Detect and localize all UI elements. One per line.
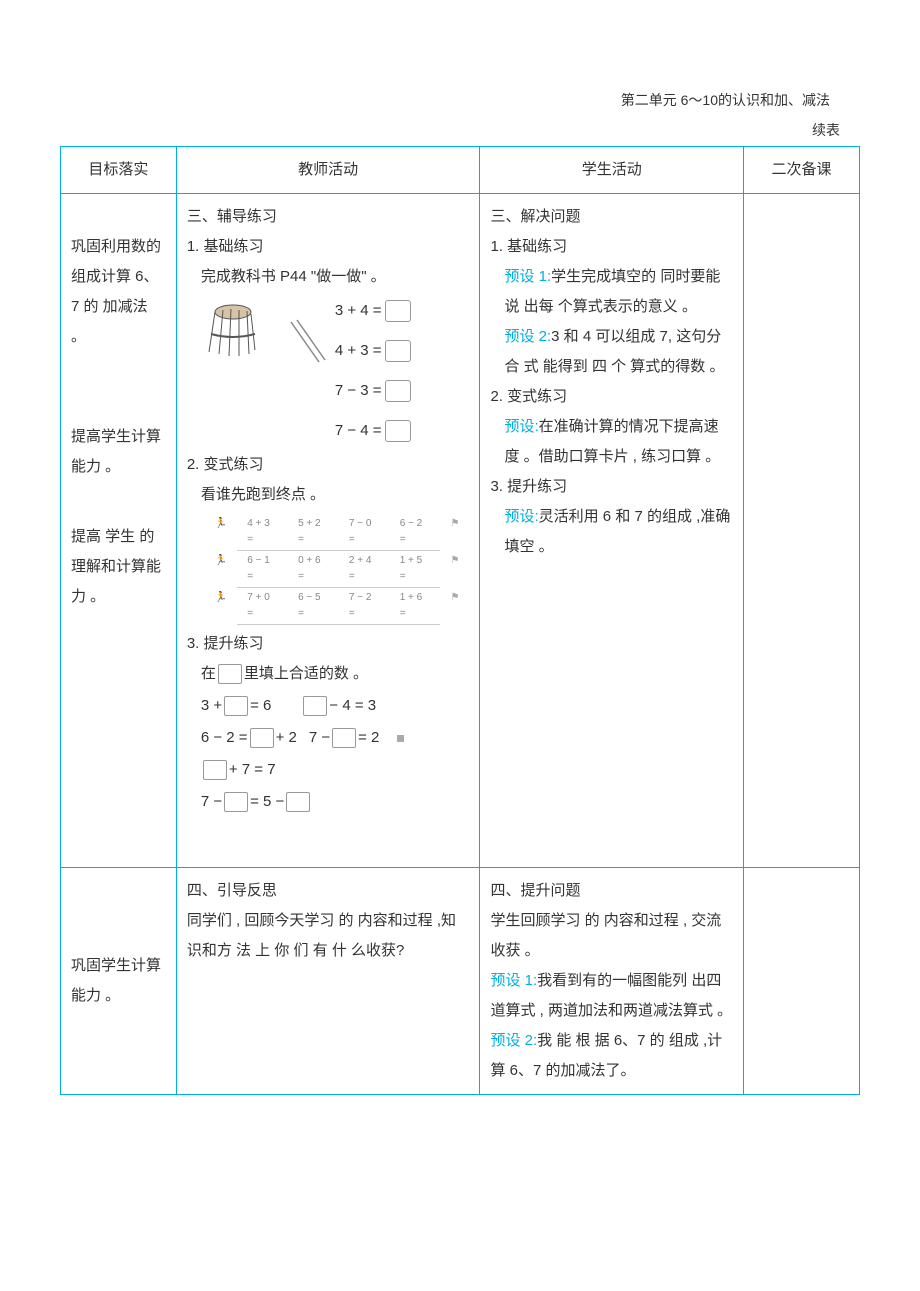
preset-label: 预设: <box>504 508 538 525</box>
race-cell: 6 − 2 = <box>390 514 441 551</box>
race-cell: 5 + 2 = <box>288 514 339 551</box>
subsection-title: 1. 基础练习 <box>187 232 470 262</box>
preset-text: 预设 2:我 能 根 据 6、7 的 组成 ,计算 6、7 的加减法了。 <box>490 1026 733 1086</box>
runner-icon: 🏃 <box>205 514 237 551</box>
table-row: 巩固利用数的组成计算 6、7 的 加减法 。 提高学生计算能力 。 提高 学生 … <box>61 194 860 868</box>
race-cell: 7 + 0 = <box>237 588 288 625</box>
preset-text: 预设 1:学生完成填空的 同时要能说 出每 个算式表示的意义 。 <box>504 262 733 322</box>
flag-icon: ⚑ <box>440 514 469 551</box>
header-notes: 二次备课 <box>744 147 860 194</box>
subsection-title: 2. 变式练习 <box>490 382 733 412</box>
blank-box <box>385 340 411 362</box>
notes-cell <box>744 194 860 868</box>
goal-text: 提高学生计算能力 。 <box>71 422 166 482</box>
equation: 4 + 3 = <box>335 336 414 366</box>
text: 同学们 , 回顾今天学习 的 内容和过程 ,知识和方 法 上 你 们 有 什 么… <box>187 906 470 966</box>
flag-icon: ⚑ <box>440 551 469 588</box>
goal-text: 提高 学生 的理解和计算能力 。 <box>71 522 166 612</box>
notes-cell <box>744 868 860 1095</box>
teacher-cell: 四、引导反思 同学们 , 回顾今天学习 的 内容和过程 ,知识和方 法 上 你 … <box>176 868 480 1095</box>
blank-box <box>385 300 411 322</box>
preset-label: 预设 1: <box>504 268 551 285</box>
fill-equation: 6 − 2 =+ 2 7 −= 2 <box>201 723 470 753</box>
race-cell: 2 + 4 = <box>339 551 390 588</box>
subsection-title: 2. 变式练习 <box>187 450 470 480</box>
blank-box <box>332 728 356 748</box>
race-cell: 6 − 1 = <box>237 551 288 588</box>
section-title: 四、提升问题 <box>490 876 733 906</box>
section-title: 三、辅导练习 <box>187 202 470 232</box>
section-title: 四、引导反思 <box>187 876 470 906</box>
equation: 7 − 4 = <box>335 416 414 446</box>
text: 在里填上合适的数 。 <box>201 659 470 689</box>
preset-label: 预设 2: <box>490 1032 537 1049</box>
race-cell: 7 − 2 = <box>339 588 390 625</box>
race-cell: 0 + 6 = <box>288 551 339 588</box>
header-student: 学生活动 <box>480 147 744 194</box>
equation: 3 + 4 = <box>335 296 414 326</box>
lesson-table: 目标落实 教师活动 学生活动 二次备课 巩固利用数的组成计算 6、7 的 加减法… <box>60 146 860 1095</box>
blank-box <box>224 792 248 812</box>
preset-text: 预设 2:3 和 4 可以组成 7, 这句分 合 式 能得到 四 个 算式的得数… <box>504 322 733 382</box>
race-cell: 4 + 3 = <box>237 514 288 551</box>
race-cell: 6 − 5 = <box>288 588 339 625</box>
runner-icon: 🏃 <box>205 588 237 625</box>
student-cell: 三、解决问题 1. 基础练习 预设 1:学生完成填空的 同时要能说 出每 个算式… <box>480 194 744 868</box>
preset-text: 预设:在准确计算的情况下提高速度 。借助口算卡片 , 练习口算 。 <box>504 412 733 472</box>
goal-cell: 巩固利用数的组成计算 6、7 的 加减法 。 提高学生计算能力 。 提高 学生 … <box>61 194 177 868</box>
sticks-illustration <box>205 296 335 391</box>
student-cell: 四、提升问题 学生回顾学习 的 内容和过程 , 交流收获 。 预设 1:我看到有… <box>480 868 744 1095</box>
blank-box <box>250 728 274 748</box>
fill-equation: + 7 = 7 <box>201 755 470 785</box>
subsection-title: 3. 提升练习 <box>187 629 470 659</box>
blank-box <box>218 664 242 684</box>
runner-icon: 🏃 <box>205 551 237 588</box>
text: 看谁先跑到终点 。 <box>201 480 470 510</box>
continuation-label: 续表 <box>60 120 860 140</box>
header-teacher: 教师活动 <box>176 147 480 194</box>
preset-label: 预设 1: <box>490 972 537 989</box>
unit-header: 第二单元 6～10的认识和加、减法 <box>60 90 860 110</box>
equation: 7 − 3 = <box>335 376 414 406</box>
blank-box <box>303 696 327 716</box>
flag-icon: ⚑ <box>440 588 469 625</box>
teacher-cell: 三、辅导练习 1. 基础练习 完成教科书 P44 "做一做" 。 <box>176 194 480 868</box>
blank-box <box>286 792 310 812</box>
preset-label: 预设 2: <box>504 328 551 345</box>
race-cell: 1 + 5 = <box>390 551 441 588</box>
blank-box <box>224 696 248 716</box>
preset-text: 预设:灵活利用 6 和 7 的组成 ,准确填空 。 <box>504 502 733 562</box>
header-goal: 目标落实 <box>61 147 177 194</box>
blank-box <box>203 760 227 780</box>
race-cell: 7 − 0 = <box>339 514 390 551</box>
goal-text: 巩固学生计算能力 。 <box>71 951 166 1011</box>
race-table: 🏃 4 + 3 = 5 + 2 = 7 − 0 = 6 − 2 = ⚑ 🏃 6 … <box>205 514 470 625</box>
fill-equation: 7 −= 5 − <box>201 787 470 817</box>
goal-cell: 巩固学生计算能力 。 <box>61 868 177 1095</box>
text: 完成教科书 P44 "做一做" 。 <box>201 262 470 292</box>
preset-text: 预设 1:我看到有的一幅图能列 出四道算式 , 两道加法和两道减法算式 。 <box>490 966 733 1026</box>
text: 学生回顾学习 的 内容和过程 , 交流收获 。 <box>490 906 733 966</box>
subsection-title: 3. 提升练习 <box>490 472 733 502</box>
race-cell: 1 + 6 = <box>390 588 441 625</box>
blank-box <box>385 380 411 402</box>
subsection-title: 1. 基础练习 <box>490 232 733 262</box>
fill-equation: 3 += 6 − 4 = 3 <box>201 691 470 721</box>
marker-icon <box>397 735 404 742</box>
section-title: 三、解决问题 <box>490 202 733 232</box>
blank-box <box>385 420 411 442</box>
preset-label: 预设: <box>504 418 538 435</box>
table-row: 巩固学生计算能力 。 四、引导反思 同学们 , 回顾今天学习 的 内容和过程 ,… <box>61 868 860 1095</box>
goal-text: 巩固利用数的组成计算 6、7 的 加减法 。 <box>71 232 166 352</box>
